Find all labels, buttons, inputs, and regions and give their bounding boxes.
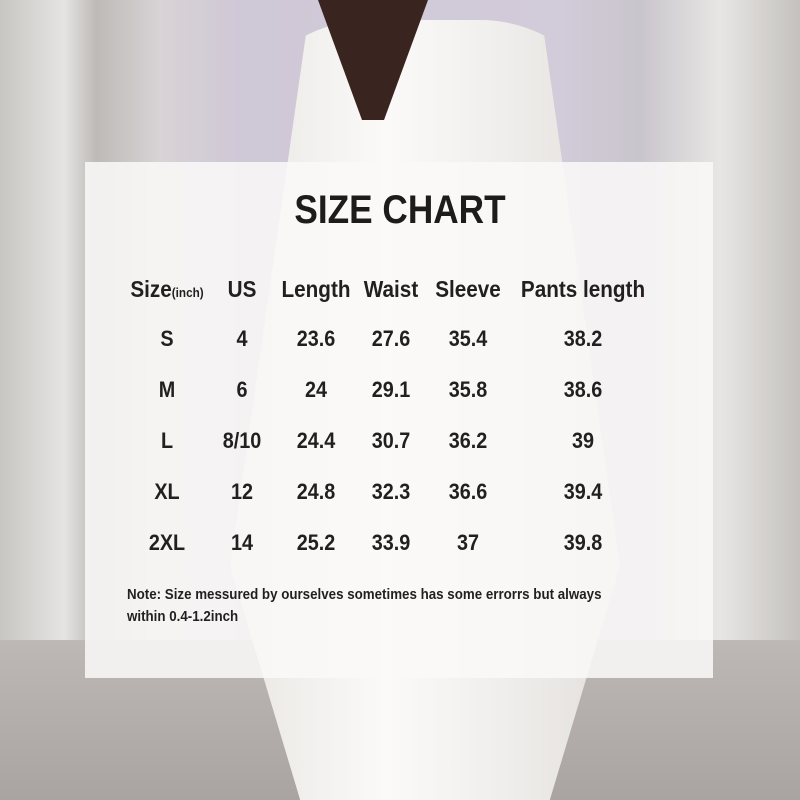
- table-cell: 24: [304, 377, 328, 402]
- page-title: SIZE CHART: [294, 188, 506, 232]
- table-cell: 36.2: [448, 428, 488, 453]
- table-cell: 12: [230, 479, 254, 504]
- table-cell: 4: [236, 326, 248, 351]
- column-header-label: US: [227, 276, 257, 302]
- size-chart-panel: [85, 162, 713, 678]
- column-header-label: Sleeve: [435, 276, 501, 302]
- table-cell: 23.6: [296, 326, 336, 351]
- table-cell: 36.6: [448, 479, 488, 504]
- table-cell: XL: [154, 479, 180, 504]
- table-cell: 14: [230, 530, 254, 555]
- table-cell: L: [160, 428, 174, 453]
- column-header-label: Size: [130, 276, 172, 302]
- table-cell: 33.9: [371, 530, 411, 555]
- column-header: US: [188, 276, 296, 302]
- table-cell: 38.6: [563, 377, 603, 402]
- table-cell: 29.1: [371, 377, 411, 402]
- column-header-label: Length: [281, 276, 351, 302]
- column-header-label: Waist: [363, 276, 419, 302]
- table-cell: 38.2: [563, 326, 603, 351]
- column-header: Length: [262, 276, 370, 302]
- table-cell: 35.4: [448, 326, 488, 351]
- table-cell: 37: [456, 530, 480, 555]
- table-cell: 35.8: [448, 377, 488, 402]
- table-cell: 6: [236, 377, 248, 402]
- column-header: Waist: [337, 276, 445, 302]
- table-cell: 8/10: [222, 428, 262, 453]
- column-header-label: Pants length: [520, 276, 646, 302]
- table-cell: 2XL: [148, 530, 186, 555]
- table-cell: 27.6: [371, 326, 411, 351]
- table-cell: 24.8: [296, 479, 336, 504]
- table-cell: 24.4: [296, 428, 336, 453]
- table-cell: 39: [571, 428, 595, 453]
- size-note: Note: Size messured by ourselves sometim…: [127, 587, 602, 625]
- table-cell: S: [160, 326, 174, 351]
- column-header-unit: (inch): [171, 285, 204, 300]
- column-header: Size(inch): [113, 276, 221, 306]
- table-cell: 39.4: [563, 479, 603, 504]
- table-cell: 30.7: [371, 428, 411, 453]
- column-header: Sleeve: [414, 276, 522, 302]
- column-header: Pants length: [502, 276, 664, 302]
- table-cell: 39.8: [563, 530, 603, 555]
- table-cell: M: [158, 377, 176, 402]
- table-cell: 25.2: [296, 530, 336, 555]
- table-cell: 32.3: [371, 479, 411, 504]
